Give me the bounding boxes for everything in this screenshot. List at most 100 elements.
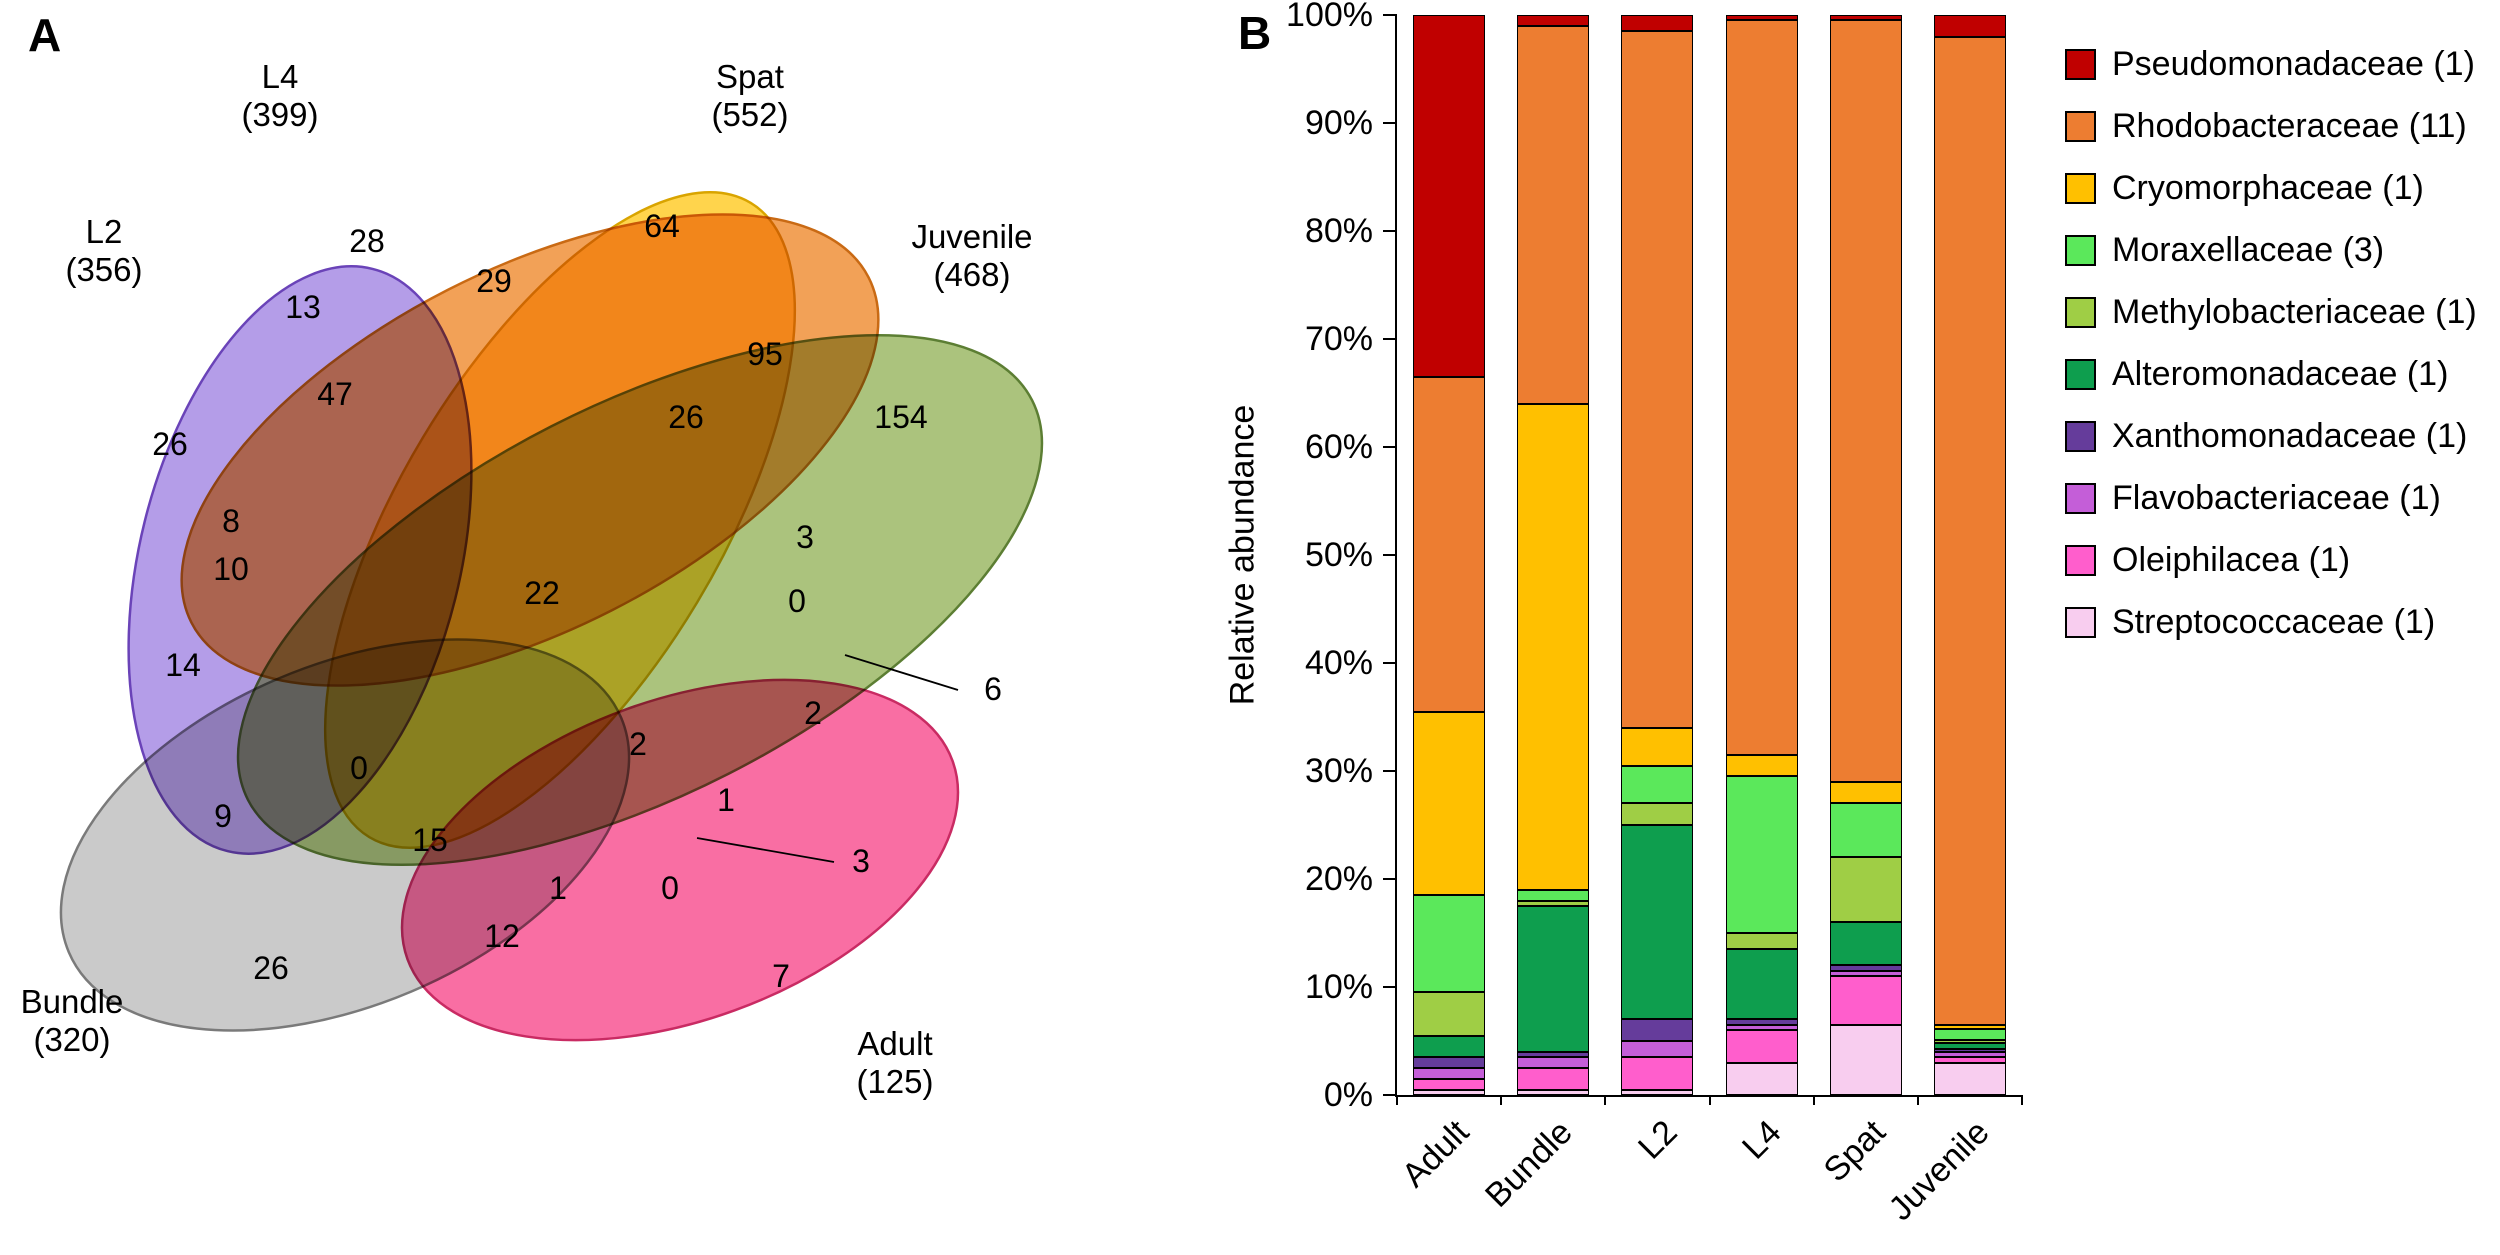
venn-region-count: 26	[253, 950, 289, 986]
bar-segment	[1829, 976, 1902, 1025]
bar-segment	[1413, 1078, 1485, 1090]
bar-segment	[1725, 1062, 1798, 1095]
bar-segment	[1725, 754, 1798, 777]
x-axis-labels: Adult Bundle L2 L4 Spat Juvenile	[1394, 1095, 2022, 1255]
bar-segment	[1413, 1068, 1485, 1079]
legend-label: Streptococcaceae (1)	[2112, 602, 2436, 641]
venn-region-count: 29	[476, 263, 512, 299]
plot-area: Adult Bundle L2 L4 Spat Juvenile 0% 10% 20% 30% 4…	[1286, 0, 2023, 1228]
legend: Pseudomonadaceae (1) Rhodobacteraceae (11…	[2065, 45, 2477, 641]
legend-label: Xanthomonadaceae (1)	[2112, 416, 2468, 455]
bar-segment	[1413, 376, 1485, 712]
legend-item: Streptococcaceae (1)	[2065, 602, 2477, 641]
y-tick-label: 0%	[1323, 1076, 1373, 1114]
legend-swatch	[2065, 420, 2096, 452]
bar-segment	[1933, 1024, 2006, 1030]
venn-region-count: 6	[984, 671, 1002, 707]
y-axis-tick	[1383, 446, 1397, 448]
venn-region-count: 26	[668, 399, 704, 435]
bar-segment	[1621, 727, 1694, 766]
venn-ellipse-bundle	[59, 638, 631, 1032]
bar-segment	[1517, 1057, 1590, 1069]
bar-segment	[1829, 803, 1902, 858]
venn-set-name-adult: Adult	[857, 1025, 932, 1062]
x-axis-tick	[1604, 1095, 1607, 1105]
venn-set-total: (552)	[711, 96, 788, 133]
stacked-bar-juvenile	[1933, 15, 2006, 1095]
bar-segment	[1413, 1089, 1485, 1095]
bar-segment	[1933, 1051, 2006, 1058]
bar-segment	[1725, 776, 1798, 934]
callout-line-6	[844, 654, 959, 691]
y-tick-label: 60%	[1304, 428, 1373, 466]
bar-segment	[1933, 15, 2006, 37]
legend-label: Oleiphilacea (1)	[2112, 540, 2351, 579]
x-axis-tick	[1708, 1095, 1711, 1105]
venn-region-count: 14	[165, 647, 201, 683]
venn-region-count: 13	[285, 289, 321, 325]
venn-set-name-bundle: Bundle	[21, 983, 124, 1020]
y-tick-label: 10%	[1304, 968, 1373, 1006]
x-category-label: Bundle	[1478, 1113, 1581, 1215]
y-tick-label: 30%	[1304, 752, 1373, 790]
venn-region-count: 0	[788, 583, 806, 619]
x-axis-tick	[1812, 1095, 1815, 1105]
legend-label: Moraxellaceae (3)	[2112, 230, 2385, 269]
venn-region-count: 12	[484, 918, 520, 954]
stacked-bar-adult	[1413, 15, 1485, 1095]
legend-label: Methylobacteriaceae (1)	[2112, 292, 2477, 331]
legend-swatch	[2065, 482, 2096, 514]
venn-diagram: L2(356) L4(399) Spat(552) Juvenile(468) Bund…	[21, 58, 1044, 1100]
bar-segment	[1621, 765, 1694, 804]
venn-region-count: 95	[747, 336, 783, 372]
y-axis-tick	[1383, 662, 1397, 664]
y-axis-tick	[1383, 230, 1397, 232]
venn-region-count: 7	[772, 958, 790, 994]
stacked-bar-bundle	[1517, 15, 1590, 1095]
venn-region-count: 3	[852, 843, 870, 879]
y-tick-label: 50%	[1304, 536, 1373, 574]
legend-label: Cryomorphaceae (1)	[2112, 168, 2424, 207]
venn-region-count: 10	[213, 551, 249, 587]
bar-segment	[1621, 15, 1694, 32]
bar-segment	[1725, 949, 1798, 1020]
bar-segment	[1621, 1041, 1694, 1058]
legend-item: Xanthomonadaceae (1)	[2065, 416, 2477, 455]
x-category-label: Juvenile	[1881, 1113, 1997, 1229]
legend-item: Pseudomonadaceae (1)	[2065, 45, 2477, 83]
x-category-label: L4	[1734, 1113, 1789, 1167]
venn-set-total: (356)	[65, 251, 142, 288]
bar-segment	[1413, 992, 1485, 1036]
bar-segment	[1829, 1024, 1902, 1095]
y-tick-label: 70%	[1304, 320, 1373, 358]
bar-segment	[1829, 857, 1902, 923]
bar-segment	[1933, 36, 2006, 1025]
bar-segment	[1413, 1057, 1485, 1069]
stacked-bar-l4	[1725, 15, 1798, 1095]
venn-region-count: 26	[152, 426, 188, 462]
bar-segment	[1621, 1019, 1694, 1042]
bar-segment	[1725, 1030, 1798, 1063]
legend-item: Methylobacteriaceae (1)	[2065, 292, 2477, 331]
y-tick-label: 20%	[1304, 860, 1373, 898]
legend-swatch	[2065, 48, 2096, 80]
legend-swatch	[2065, 606, 2096, 638]
legend-item: Cryomorphaceae (1)	[2065, 168, 2477, 207]
bars-container	[1397, 15, 2022, 1095]
y-tick-label: 80%	[1304, 212, 1373, 250]
x-axis-tick	[1396, 1095, 1398, 1105]
y-axis-tick	[1383, 338, 1397, 340]
y-axis-tick	[1383, 14, 1397, 16]
bar-segment	[1829, 20, 1902, 782]
venn-set-name-l2: L2	[86, 213, 123, 250]
legend-swatch	[2065, 234, 2096, 266]
y-tick-label: 40%	[1304, 644, 1373, 682]
bar-segment	[1725, 20, 1798, 755]
x-axis-tick	[2021, 1095, 2023, 1105]
venn-region-count: 47	[317, 376, 353, 412]
bar-segment	[1933, 1029, 2006, 1040]
bar-segment	[1725, 1024, 1798, 1031]
legend-swatch	[2065, 110, 2096, 142]
venn-region-count: 154	[874, 399, 927, 435]
y-axis-tick	[1383, 122, 1397, 124]
